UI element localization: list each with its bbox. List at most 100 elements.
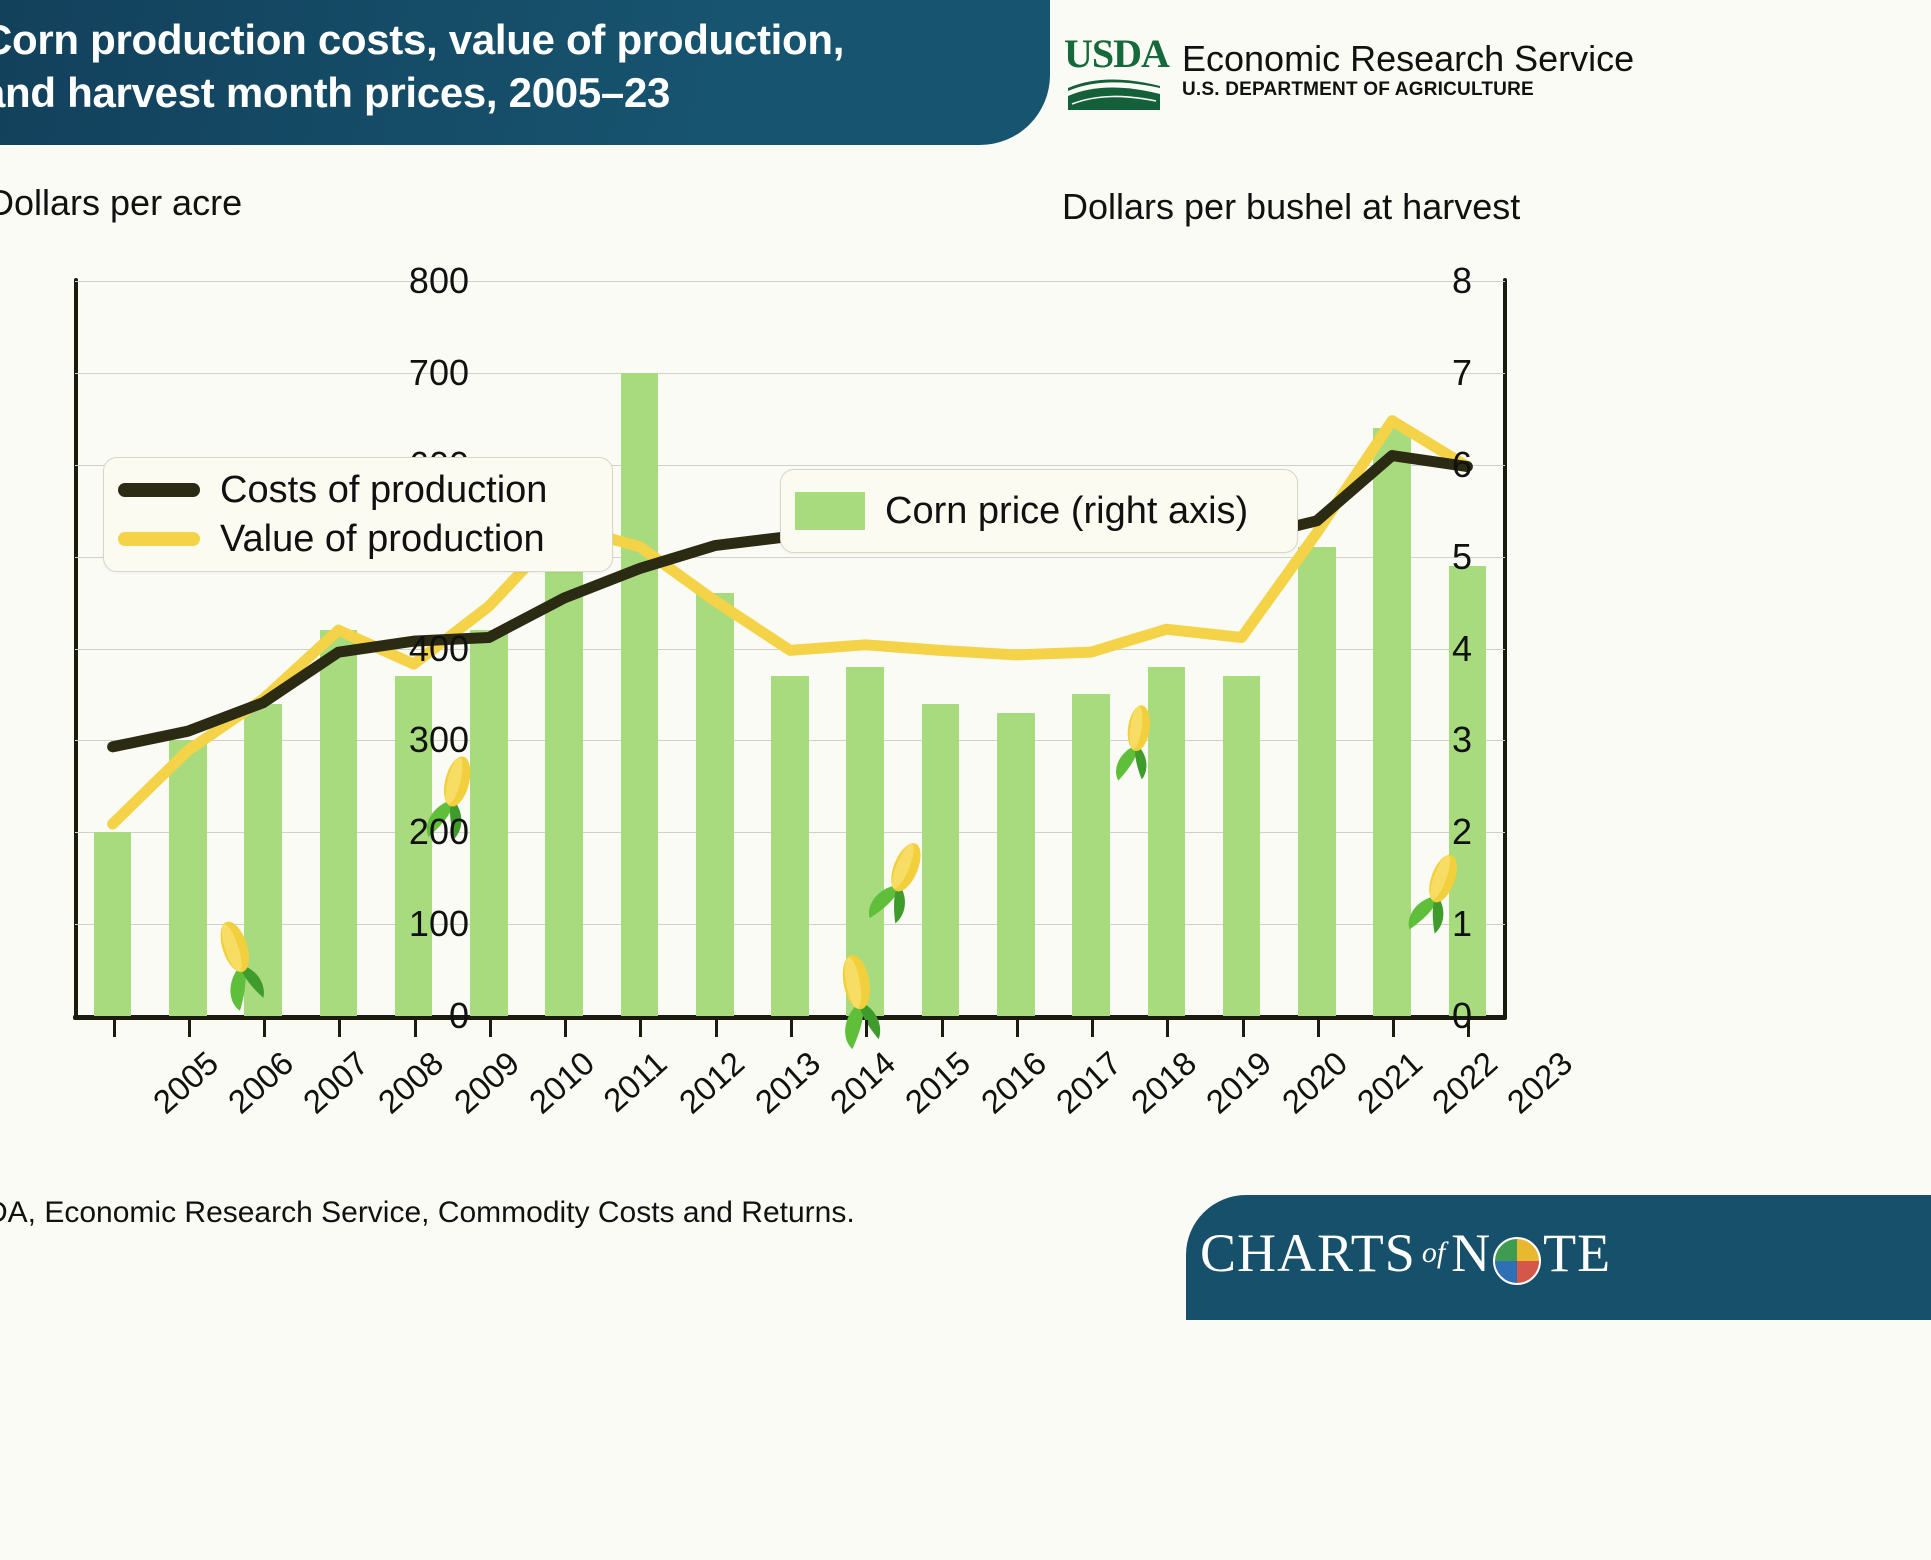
legend-item-price[interactable]: Corn price (right axis): [795, 490, 1283, 533]
charts-of-note-logo: CHARTS of N TE: [1200, 1222, 1611, 1285]
legend-label-price: Corn price (right axis): [885, 489, 1249, 532]
right-axis-tick-label: 2: [1452, 811, 1473, 853]
corn-price-bar[interactable]: [319, 630, 358, 1016]
x-axis-tick-label: 2009: [446, 1044, 526, 1121]
x-axis-tick-mark: [1166, 1020, 1170, 1037]
corn-price-bar[interactable]: [1448, 565, 1487, 1016]
corn-price-bar[interactable]: [1298, 547, 1336, 1016]
right-axis-tick-label: 0: [1452, 995, 1473, 1036]
x-axis-tick-label: 2007: [296, 1044, 376, 1121]
pie-chart-icon: [1493, 1237, 1542, 1285]
x-axis-tick-mark: [1015, 1020, 1019, 1037]
x-axis-tick-label: 2018: [1123, 1044, 1204, 1121]
left-axis-unit-label: Dollars per acre: [0, 182, 243, 223]
right-axis-tick-label: 5: [1452, 535, 1473, 577]
right-axis-tick-label: 8: [1452, 260, 1473, 301]
of-word: of: [1421, 1236, 1446, 1269]
source-note: DA, Economic Research Service, Commodity…: [0, 1196, 855, 1229]
title-line-2: and harvest month prices, 2005–23: [0, 68, 671, 116]
x-axis-tick-mark: [865, 1020, 869, 1037]
gridline: [75, 281, 1505, 282]
x-axis-tick-mark: [413, 1020, 417, 1037]
x-axis-tick-label: 2023: [1500, 1044, 1580, 1121]
corn-price-bar[interactable]: [470, 630, 508, 1016]
header-band: [0, 0, 1050, 145]
right-axis-tick-label: 6: [1452, 443, 1473, 485]
x-axis-tick-mark: [940, 1020, 944, 1037]
x-axis-tick-label: 2020: [1274, 1044, 1354, 1121]
legend-corn-price: Corn price (right axis): [780, 469, 1298, 553]
left-axis-tick-label: 100: [408, 903, 469, 945]
corn-price-bar[interactable]: [394, 676, 433, 1016]
corn-price-bar[interactable]: [545, 538, 584, 1016]
charts-of-note-band: [1186, 1195, 1931, 1320]
ers-agency-name: Economic Research Service: [1182, 37, 1635, 79]
x-axis-tick-label: 2011: [596, 1044, 674, 1119]
right-axis-line: [1503, 278, 1507, 1019]
corn-price-bar[interactable]: [93, 832, 132, 1016]
x-axis-tick-label: 2013: [747, 1044, 827, 1121]
charts-word: CHARTS: [1200, 1223, 1416, 1283]
x-axis-tick-mark: [1467, 1020, 1471, 1037]
right-axis-tick-label: 3: [1452, 719, 1473, 761]
legend-label-costs: Costs of production: [220, 468, 548, 511]
legend-item-costs[interactable]: Costs of production: [118, 469, 598, 512]
corn-price-bar[interactable]: [1147, 666, 1186, 1016]
ers-department-name: U.S. DEPARTMENT OF AGRICULTURE: [1182, 79, 1534, 101]
left-axis-tick-label: 800: [408, 260, 469, 301]
value-line-swatch-icon: [118, 532, 200, 546]
x-axis-tick-label: 2010: [521, 1044, 602, 1121]
corn-price-bar[interactable]: [1373, 428, 1411, 1016]
x-axis-tick-mark: [790, 1020, 793, 1037]
x-axis-tick-label: 2022: [1424, 1044, 1505, 1121]
corn-price-bar[interactable]: [695, 593, 734, 1016]
corn-price-bar[interactable]: [244, 703, 282, 1016]
x-axis-tick-label: 2017: [1048, 1044, 1128, 1121]
value-of-production-line: [107, 415, 1473, 830]
corn-price-bar[interactable]: [169, 740, 207, 1016]
corn-price-bar-swatch-icon: [795, 492, 865, 530]
x-axis-tick-label: 2008: [371, 1044, 451, 1121]
chart-plot-area: [73, 278, 1507, 1050]
corn-price-bar[interactable]: [1072, 694, 1110, 1016]
x-axis-tick-label: 2014: [822, 1044, 903, 1121]
x-axis-tick-label: 2015: [898, 1044, 978, 1121]
corn-price-bar[interactable]: [620, 372, 659, 1016]
note-n: N: [1451, 1223, 1492, 1283]
x-axis-tick-mark: [564, 1020, 568, 1037]
right-axis-tick-label: 1: [1452, 903, 1473, 945]
corn-price-bar[interactable]: [1222, 676, 1261, 1016]
left-axis-tick-label: 700: [408, 351, 469, 393]
costs-line-swatch-icon: [118, 483, 200, 497]
usda-wordmark: USDA: [1064, 30, 1170, 76]
x-axis-tick-mark: [1316, 1020, 1320, 1037]
usda-ers-logo: USDA Economic Research Service U.S. DEPA…: [1064, 22, 1634, 117]
left-axis-tick-label: 0: [448, 995, 469, 1036]
left-axis-tick-label: 400: [408, 627, 469, 669]
corn-price-bar[interactable]: [996, 712, 1035, 1016]
x-axis-tick-mark: [714, 1020, 718, 1037]
legend-label-value: Value of production: [220, 517, 545, 560]
legend-item-value[interactable]: Value of production: [118, 518, 598, 561]
gridline: [75, 464, 1505, 466]
x-axis-tick-mark: [112, 1020, 116, 1037]
x-axis-tick-mark: [1091, 1020, 1095, 1037]
x-axis-tick-mark: [1392, 1020, 1396, 1037]
corn-price-bar[interactable]: [771, 676, 809, 1016]
x-axis-tick-mark: [1241, 1020, 1245, 1037]
right-axis-tick-label: 4: [1452, 627, 1473, 669]
legend-lines: Costs of production Value of production: [103, 457, 613, 572]
ers-brand-text: Economic Research Service U.S. DEPARTMEN…: [1182, 38, 1634, 101]
x-axis-tick-mark: [338, 1020, 342, 1037]
gridline: [75, 556, 1505, 558]
right-axis-tick-label: 7: [1452, 351, 1473, 393]
usda-seal-icon: USDA: [1064, 30, 1170, 110]
x-axis-tick-mark: [263, 1020, 267, 1037]
corn-price-bar[interactable]: [921, 703, 960, 1016]
usda-field-graphic-icon: [1068, 79, 1160, 110]
page-title: Corn production costs, value of producti…: [0, 14, 962, 119]
x-axis-tick-label: 2016: [973, 1044, 1053, 1121]
x-axis-tick-label: 2021: [1349, 1044, 1430, 1121]
gridline: [75, 372, 1505, 374]
x-axis-tick-mark: [488, 1020, 492, 1037]
